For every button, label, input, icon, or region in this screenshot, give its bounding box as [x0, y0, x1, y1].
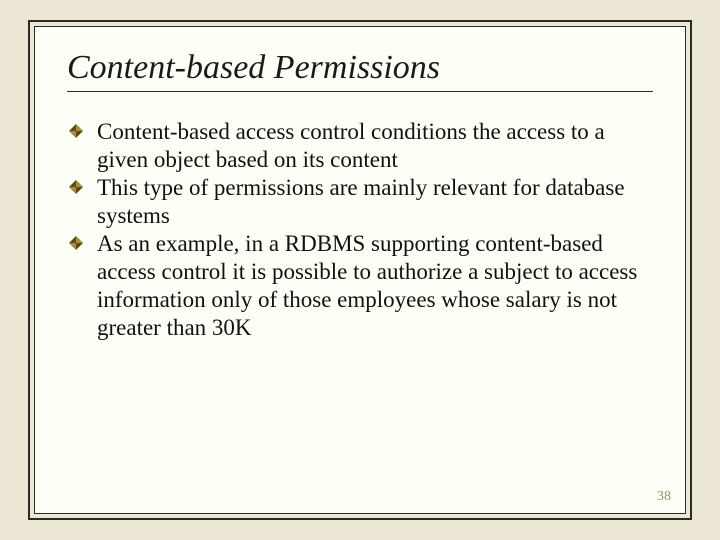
bullet-text: This type of permissions are mainly rele…: [97, 175, 625, 228]
diamond-bullet-icon: [69, 124, 83, 138]
bullet-text: Content-based access control conditions …: [97, 119, 605, 172]
diamond-bullet-icon: [69, 236, 83, 250]
slide-inner-frame: Content-based Permissions Content-based …: [34, 26, 686, 514]
list-item: This type of permissions are mainly rele…: [97, 174, 653, 230]
bullet-list: Content-based access control conditions …: [67, 118, 653, 342]
list-item: As an example, in a RDBMS supporting con…: [97, 230, 653, 342]
list-item: Content-based access control conditions …: [97, 118, 653, 174]
slide-title: Content-based Permissions: [67, 49, 653, 87]
page-number: 38: [657, 489, 671, 505]
diamond-bullet-icon: [69, 180, 83, 194]
title-underline: [67, 91, 653, 92]
bullet-text: As an example, in a RDBMS supporting con…: [97, 231, 637, 340]
slide-outer-frame: Content-based Permissions Content-based …: [28, 20, 692, 520]
